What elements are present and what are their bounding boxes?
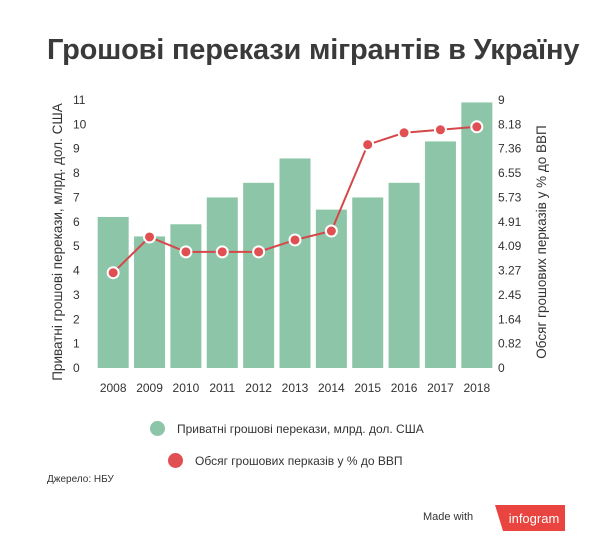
left-tick-label: 6	[73, 215, 80, 229]
bar-series	[97, 102, 493, 368]
left-tick-label: 2	[73, 312, 80, 326]
line-point-2009[interactable]	[143, 230, 157, 244]
line-point-2008[interactable]	[106, 266, 120, 280]
right-tick-label: 0.82	[498, 337, 522, 351]
right-tick-label: 1.64	[498, 312, 522, 326]
y-axis-left-title: Приватні грошові перекази, млрд. дол. СШ…	[50, 103, 65, 381]
x-tick-label: 2008	[100, 381, 127, 395]
line-point-2013[interactable]	[288, 233, 302, 247]
right-tick-label: 6.55	[498, 166, 522, 180]
left-tick-label: 5	[73, 239, 80, 253]
left-tick-label: 1	[73, 337, 80, 351]
right-tick-label: 4.91	[498, 215, 522, 229]
right-tick-label: 9	[498, 93, 505, 107]
x-tick-label: 2011	[209, 381, 235, 395]
bar-2016[interactable]	[388, 182, 420, 368]
line-point-2017[interactable]	[433, 123, 447, 137]
line-series	[106, 120, 484, 280]
left-tick-label: 8	[73, 166, 80, 180]
x-tick-label: 2012	[245, 381, 272, 395]
legend-item-bars[interactable]: Приватні грошові перекази, млрд. дол. СШ…	[150, 421, 424, 436]
x-tick-label: 2010	[173, 381, 200, 395]
right-tick-label: 3.27	[498, 264, 522, 278]
bar-2011[interactable]	[206, 197, 238, 368]
left-tick-label: 4	[73, 264, 80, 278]
right-tick-label: 0	[498, 361, 505, 375]
y-axis-right-title: Обсяг грошових перказів у % до ВВП	[534, 125, 549, 358]
line-point-2014[interactable]	[324, 224, 338, 238]
line-point-2016[interactable]	[397, 126, 411, 140]
x-tick-label: 2009	[136, 381, 163, 395]
bar-2018[interactable]	[461, 102, 493, 368]
left-tick-label: 7	[73, 190, 80, 204]
legend-label-bars: Приватні грошові перекази, млрд. дол. СШ…	[177, 421, 424, 436]
line-point-2018[interactable]	[470, 120, 484, 134]
bar-2017[interactable]	[424, 141, 456, 368]
source-note: Джерело: НБУ	[47, 474, 114, 485]
legend-swatch-line	[168, 453, 183, 468]
left-tick-label: 9	[73, 142, 80, 156]
bar-2015[interactable]	[352, 197, 384, 368]
infogram-logo[interactable]: infogram	[495, 505, 565, 531]
x-tick-label: 2017	[427, 381, 454, 395]
x-tick-label: 2016	[391, 381, 418, 395]
bar-2012[interactable]	[243, 182, 275, 368]
right-axis-ticks: 0 0.82 1.64 2.45 3.27 4.09 4.91 5.73 6.55 7.36 8.1…	[498, 93, 522, 375]
right-tick-label: 7.36	[498, 142, 522, 156]
chart-title: Грошові перекази мігрантів в Україну	[47, 34, 580, 66]
line-point-2015[interactable]	[361, 138, 375, 152]
x-tick-label: 2015	[354, 381, 381, 395]
left-tick-label: 11	[73, 93, 86, 107]
bar-2008[interactable]	[97, 216, 129, 368]
x-axis-ticks: 2008 2009 2010 2011 2012 2013 2014 2015 2016 2017…	[100, 381, 491, 395]
legend-swatch-bars	[150, 421, 165, 436]
left-tick-label: 0	[73, 361, 80, 375]
line-point-2010[interactable]	[179, 245, 193, 259]
right-tick-label: 5.73	[498, 190, 522, 204]
combo-chart: 0 1 2 3 4 5 6 7 8 9 10 11 0 0.82 1.64 2.45 3.27 4.09 4.91…	[50, 93, 549, 395]
left-tick-label: 3	[73, 288, 80, 302]
made-with-label: Made with	[423, 511, 474, 523]
left-tick-label: 10	[73, 117, 87, 131]
x-tick-label: 2013	[282, 381, 309, 395]
left-axis-ticks: 0 1 2 3 4 5 6 7 8 9 10 11	[73, 93, 87, 375]
line-point-2012[interactable]	[252, 245, 266, 259]
x-tick-label: 2018	[463, 381, 490, 395]
bar-2013[interactable]	[279, 158, 311, 368]
line-point-2011[interactable]	[215, 245, 229, 259]
right-tick-label: 4.09	[498, 239, 522, 253]
legend-label-line: Обсяг грошових перказів у % до ВВП	[195, 453, 403, 468]
right-tick-label: 2.45	[498, 288, 522, 302]
x-tick-label: 2014	[318, 381, 345, 395]
right-tick-label: 8.18	[498, 117, 522, 131]
bar-2009[interactable]	[134, 236, 166, 368]
legend-item-line[interactable]: Обсяг грошових перказів у % до ВВП	[168, 453, 402, 468]
